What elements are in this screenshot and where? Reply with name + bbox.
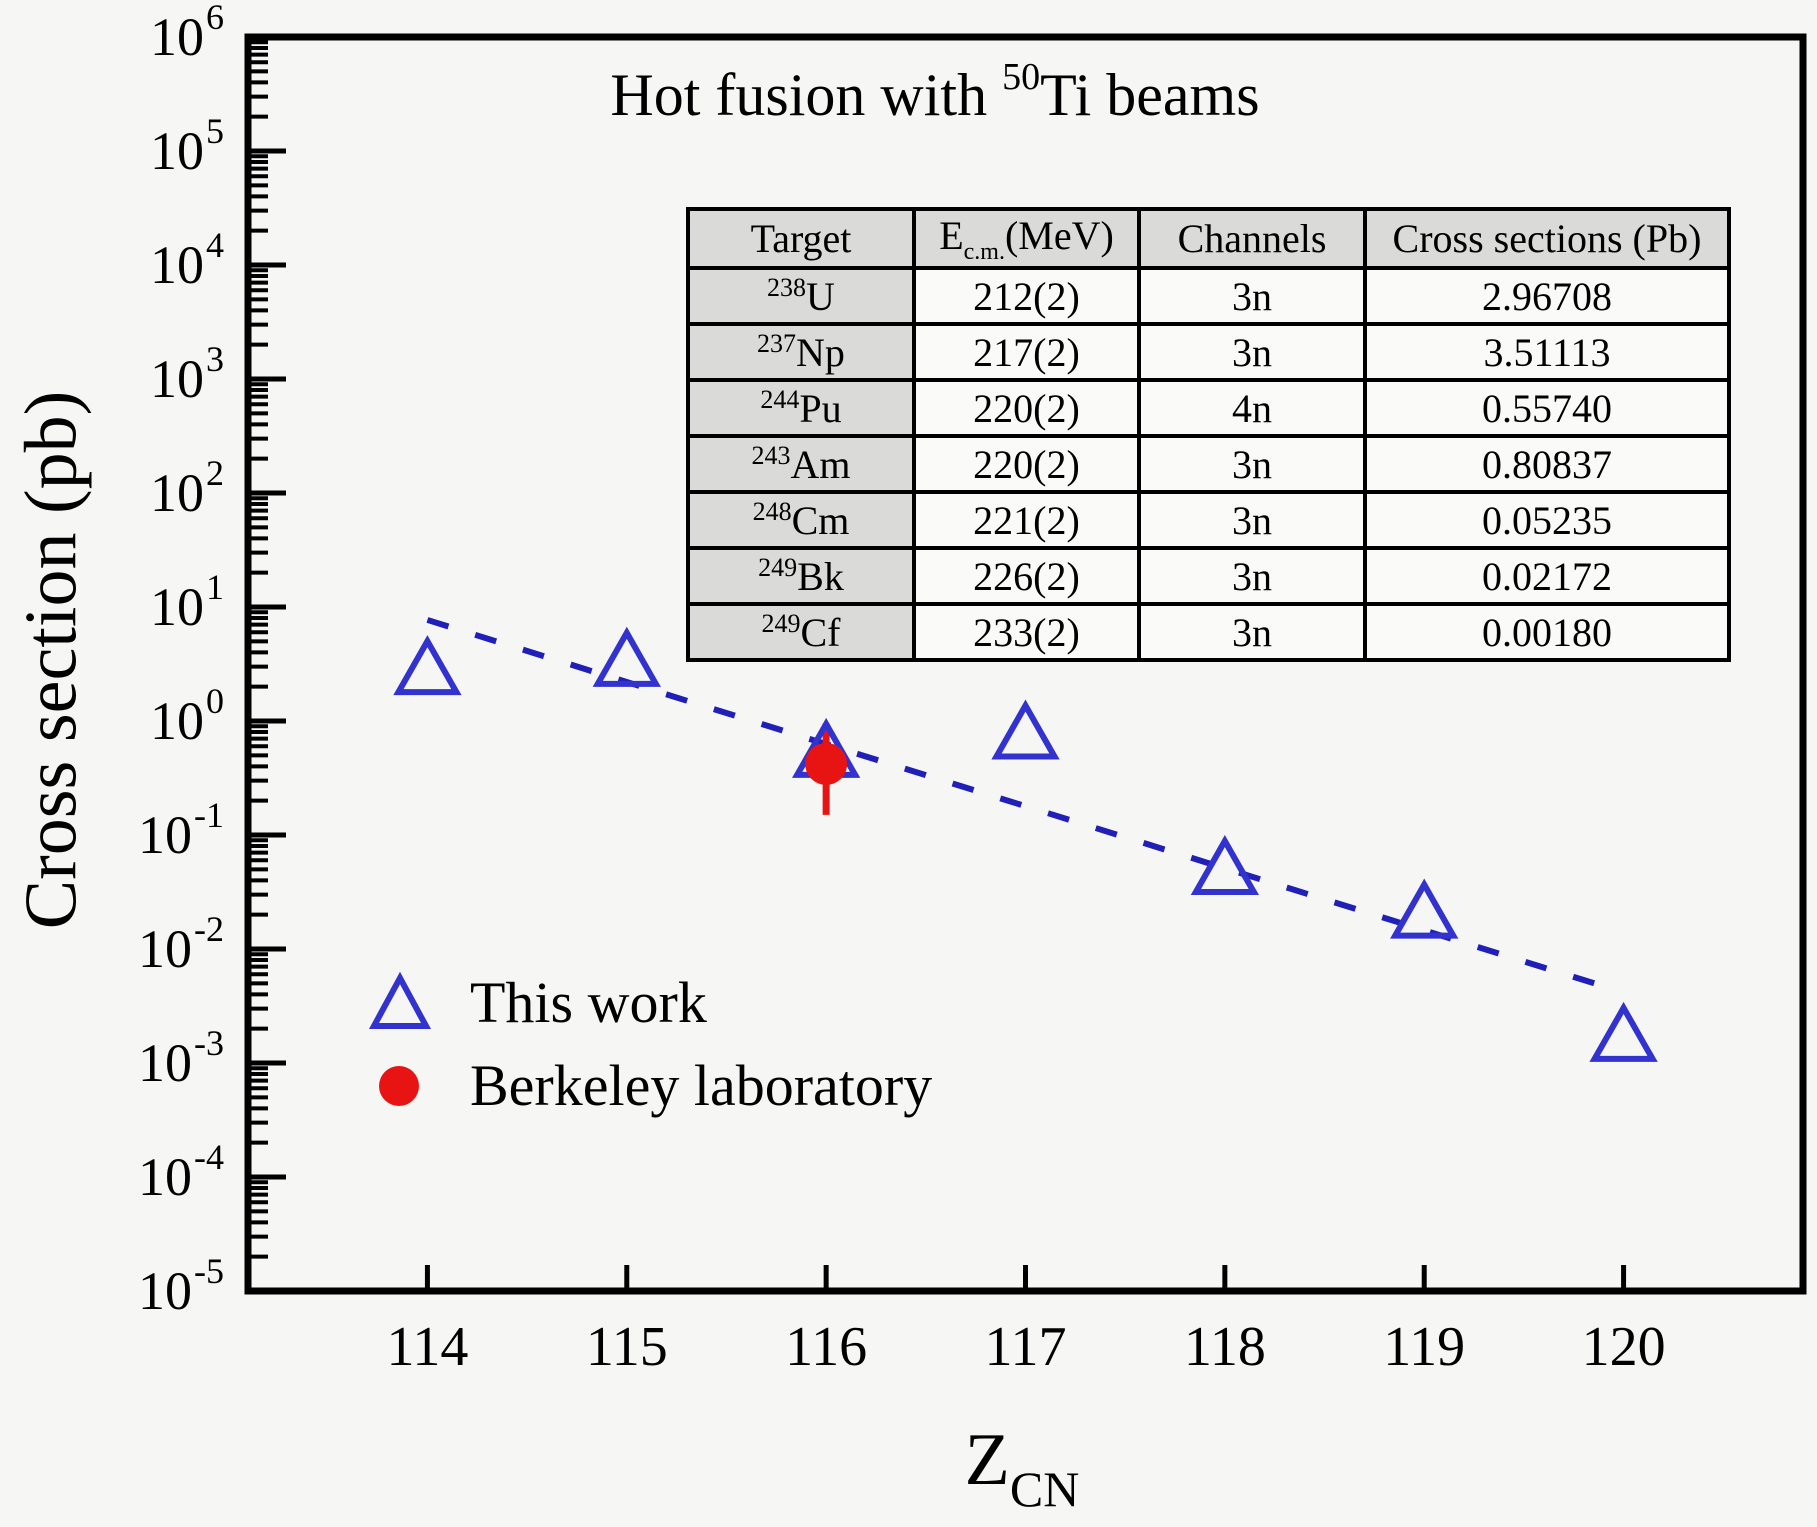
cross-section-table: Target Ec.m.(MeV) Channels Cross section…	[686, 207, 1731, 662]
ecm-cell: 221(2)	[912, 490, 1141, 550]
this-work-marker	[1390, 878, 1459, 939]
col-header-target: Target	[686, 207, 916, 270]
y-tick-label: 104	[150, 225, 224, 295]
table-row: 238U 212(2) 3n 2.96708	[686, 266, 1731, 326]
cross-section-cell: 0.02172	[1363, 546, 1731, 606]
y-tick-label: 100	[150, 681, 224, 751]
x-tick-label: 119	[1383, 1316, 1465, 1378]
cross-section-cell: 2.96708	[1363, 266, 1731, 326]
ecm-symbol: E	[939, 212, 964, 258]
x-axis-title-main: Z	[964, 1419, 1010, 1501]
ecm-cell: 212(2)	[912, 266, 1141, 326]
this-work-marker	[1589, 1001, 1658, 1062]
y-tick-label: 10-3	[138, 1023, 224, 1093]
x-axis-title-subscript: CN	[1009, 1461, 1080, 1517]
isotope-mass: 244	[760, 384, 800, 414]
legend-label-berkeley: Berkeley laboratory	[470, 1053, 932, 1118]
y-tick-label: 101	[150, 567, 224, 637]
target-cell: 238U	[686, 266, 916, 326]
ecm-unit: (MeV)	[1004, 212, 1114, 258]
table-header-row: Target Ec.m.(MeV) Channels Cross section…	[686, 207, 1731, 270]
table-row: 248Cm 221(2) 3n 0.05235	[686, 490, 1731, 550]
isotope-mass: 238	[767, 272, 807, 302]
channel-cell: 3n	[1137, 322, 1367, 382]
target-cell: 248Cm	[686, 490, 916, 550]
legend-label-this-work: This work	[470, 970, 707, 1035]
x-tick-label: 120	[1582, 1316, 1666, 1378]
beam-mass-superscript: 50	[1002, 56, 1041, 98]
col-header-channels: Channels	[1137, 207, 1367, 270]
target-cell: 237Np	[686, 322, 916, 382]
channel-cell: 3n	[1137, 602, 1367, 662]
table-row: 237Np 217(2) 3n 3.51113	[686, 322, 1731, 382]
target-cell: 244Pu	[686, 378, 916, 438]
channel-cell: 3n	[1137, 546, 1367, 606]
isotope-mass: 248	[752, 496, 792, 526]
x-tick-label: 118	[1184, 1316, 1266, 1378]
channel-cell: 3n	[1137, 434, 1367, 494]
y-tick-label: 10-5	[138, 1251, 224, 1321]
y-tick-label: 106	[150, 0, 224, 67]
isotope-mass: 249	[761, 608, 801, 638]
x-tick-label: 114	[386, 1316, 468, 1378]
y-tick-label: 105	[150, 111, 224, 181]
channel-cell: 4n	[1137, 378, 1367, 438]
plot-border	[244, 33, 1807, 1295]
y-tick-label: 103	[150, 339, 224, 409]
channel-cell: 3n	[1137, 490, 1367, 550]
channel-cell: 3n	[1137, 266, 1367, 326]
ecm-cell: 233(2)	[912, 602, 1141, 662]
x-tick-label: 115	[586, 1316, 668, 1378]
cross-section-cell: 0.80837	[1363, 434, 1731, 494]
y-tick-label: 10-4	[138, 1137, 224, 1207]
y-tick-label: 10-1	[138, 795, 224, 865]
isotope-mass: 237	[757, 328, 797, 358]
ecm-cell: 220(2)	[912, 434, 1141, 494]
ecm-cell: 220(2)	[912, 378, 1141, 438]
x-tick-label: 116	[785, 1316, 867, 1378]
chart-title: Hot fusion with 50Ti beams	[610, 55, 1259, 130]
cross-section-cell: 0.55740	[1363, 378, 1731, 438]
table-row: 243Am 220(2) 3n 0.80837	[686, 434, 1731, 494]
table-row: 249Cf 233(2) 3n 0.00180	[686, 602, 1731, 662]
chart-title-text: Hot fusion with	[610, 62, 1003, 128]
cross-section-cell: 0.05235	[1363, 490, 1731, 550]
isotope-mass: 243	[751, 440, 791, 470]
this-work-marker	[991, 699, 1060, 760]
table-row: 244Pu 220(2) 4n 0.55740	[686, 378, 1731, 438]
target-cell: 249Bk	[686, 546, 916, 606]
legend-circle-marker	[379, 1066, 419, 1106]
beam-name: Ti beams	[1040, 62, 1260, 128]
ecm-cell: 217(2)	[912, 322, 1141, 382]
cross-section-cell: 0.00180	[1363, 602, 1731, 662]
cross-section-cell: 3.51113	[1363, 322, 1731, 382]
legend-triangle-marker	[368, 971, 432, 1029]
col-header-ecm: Ec.m.(MeV)	[912, 207, 1141, 270]
table-row: 249Bk 226(2) 3n 0.02172	[686, 546, 1731, 606]
isotope-mass: 249	[758, 552, 798, 582]
target-cell: 243Am	[686, 434, 916, 494]
y-tick-label: 10-2	[138, 909, 224, 979]
this-work-marker	[592, 626, 661, 687]
this-work-marker	[1190, 834, 1260, 896]
this-work-marker	[393, 635, 462, 696]
target-cell: 249Cf	[686, 602, 916, 662]
berkeley-point	[805, 742, 848, 785]
ecm-cell: 226(2)	[912, 546, 1141, 606]
col-header-cross-sections: Cross sections (Pb)	[1363, 207, 1731, 270]
x-axis-title: ZCN	[965, 1418, 1080, 1518]
ecm-subscript: c.m.	[963, 238, 1005, 265]
x-tick-label: 117	[985, 1316, 1067, 1378]
y-tick-label: 102	[150, 453, 224, 523]
